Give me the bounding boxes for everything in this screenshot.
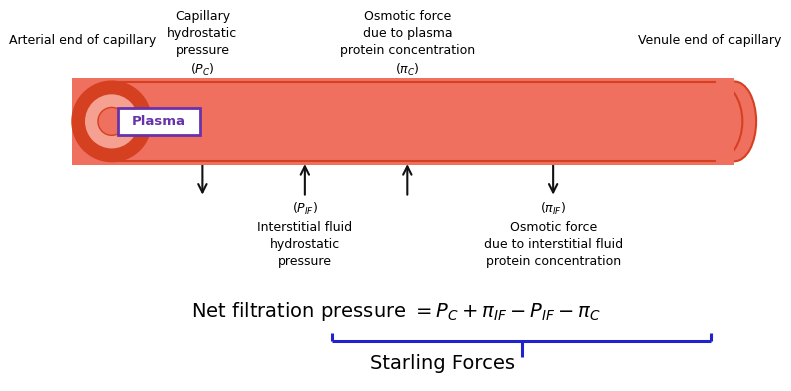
- Text: $(\pi_{IF})$
Osmotic force
due to interstitial fluid
protein concentration: $(\pi_{IF})$ Osmotic force due to inters…: [483, 201, 623, 268]
- Ellipse shape: [713, 81, 756, 161]
- Polygon shape: [72, 78, 715, 165]
- Text: Arterial end of capillary: Arterial end of capillary: [9, 34, 157, 47]
- Text: Venule end of capillary: Venule end of capillary: [638, 34, 782, 47]
- Polygon shape: [112, 155, 734, 161]
- Text: Starling Forces: Starling Forces: [370, 354, 515, 373]
- Ellipse shape: [84, 93, 139, 149]
- Polygon shape: [112, 81, 734, 88]
- Ellipse shape: [687, 81, 742, 161]
- FancyBboxPatch shape: [118, 108, 200, 135]
- Text: Plasma: Plasma: [132, 115, 186, 128]
- Polygon shape: [135, 99, 727, 125]
- Text: Osmotic force
due to plasma
protein concentration
$(\pi_C)$: Osmotic force due to plasma protein conc…: [340, 10, 475, 78]
- Text: Net filtration pressure $= P_C + \pi_{IF} - P_{IF} - \pi_C$: Net filtration pressure $= P_C + \pi_{IF…: [191, 300, 600, 323]
- Polygon shape: [112, 81, 734, 161]
- Polygon shape: [703, 78, 734, 165]
- Text: $(P_{IF})$
Interstitial fluid
hydrostatic
pressure: $(P_{IF})$ Interstitial fluid hydrostati…: [257, 201, 353, 268]
- Text: Capillary
hydrostatic
pressure
$(P_C)$: Capillary hydrostatic pressure $(P_C)$: [167, 10, 237, 78]
- Ellipse shape: [72, 81, 151, 161]
- Ellipse shape: [98, 108, 126, 135]
